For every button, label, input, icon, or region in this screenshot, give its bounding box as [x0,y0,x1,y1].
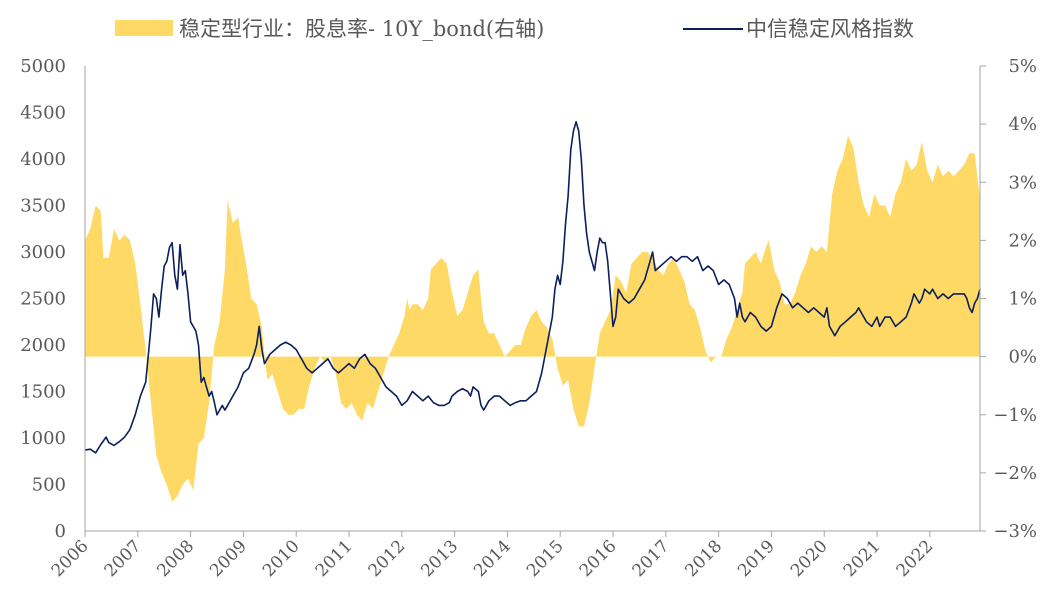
x-tick-label: 2009 [206,536,251,581]
legend: 稳定型行业：股息率- 10Y_bond(右轴) 中信稳定风格指数 [115,17,914,41]
plot-area: 0 500 1000 1500 2000 2500 3000 3500 4000 4500 5000… [20,56,1037,581]
area-series-layer [85,135,980,502]
y-right-tick-label: 3% [1008,172,1037,193]
y-left-tick-label: 1500 [20,382,66,403]
y-right-tick-label: −3% [993,521,1037,542]
y-right-tick-label: 2% [1008,230,1037,251]
x-tick-label: 2016 [576,536,621,581]
area-series [85,135,980,502]
x-tick-label: 2012 [365,536,410,581]
y-left-tick-label: 2000 [20,335,66,356]
legend-area-label: 稳定型行业：股息率- 10Y_bond(右轴) [179,17,544,41]
y-left-tick-label: 1000 [20,428,66,449]
line-series-layer [84,121,981,454]
y-left-tick-label: 0 [55,521,66,542]
x-tick-label: 2008 [153,536,198,581]
y-right-tick-label: 0% [1008,347,1037,368]
y-left-tick-label: 3000 [20,242,66,263]
x-tick-label: 2019 [734,536,779,581]
x-tick-label: 2011 [312,536,357,581]
y-left-tick-label: 3500 [20,196,66,217]
y-left-tick-label: 500 [32,475,66,496]
y-right-tick-label: 5% [1008,56,1037,77]
y-left-tick-label: 4000 [20,149,66,170]
y-right-tick-label: −2% [993,463,1037,484]
line-series [84,121,981,454]
y-right-tick-label: −1% [993,405,1037,426]
x-tick-label: 2007 [101,536,146,581]
x-tick-label: 2010 [259,536,304,581]
x-tick-label: 2018 [681,536,726,581]
y-right-tick-label: 4% [1008,114,1037,135]
x-tick-label: 2020 [787,536,832,581]
legend-area-swatch [115,20,173,36]
x-tick-label: 2022 [893,536,938,581]
y-left-tick-label: 2500 [20,289,66,310]
y-left-tick-label: 4500 [20,103,66,124]
y-left-tick-label: 5000 [20,56,66,77]
y-right-tick-label: 1% [1008,289,1037,310]
x-tick-label: 2015 [523,536,568,581]
x-tick-label: 2014 [470,536,515,581]
x-tick-label: 2021 [840,536,885,581]
x-tick-label: 2006 [48,536,93,581]
x-tick-label: 2013 [417,536,462,581]
legend-line-label: 中信稳定风格指数 [746,17,914,41]
x-tick-label: 2017 [629,536,674,581]
